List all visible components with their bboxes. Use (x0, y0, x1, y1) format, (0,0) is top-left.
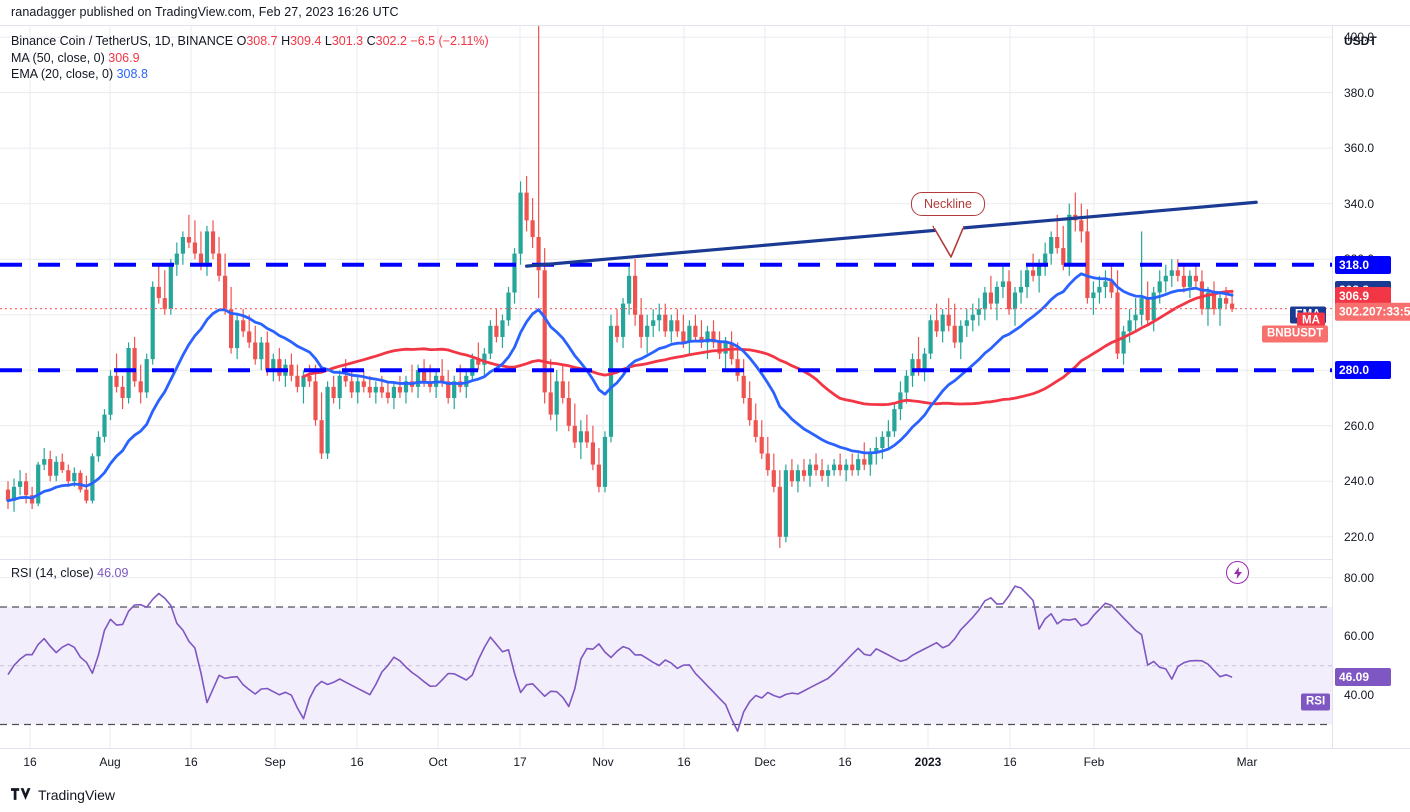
rsi-tick-40-00: 40.00 (1344, 688, 1375, 703)
candlestick-series (5, 26, 1235, 548)
legend-ema-title: EMA (20, close, 0) (11, 67, 114, 81)
rsi-tick-80-00: 80.00 (1344, 570, 1375, 585)
time-tick-16: 16 (350, 755, 364, 769)
price-levels (0, 262, 1332, 373)
ohlc-h-label: H (281, 34, 291, 48)
time-tick-sep: Sep (264, 755, 286, 769)
price-tick-400-0: 400.0 (1344, 30, 1375, 45)
time-axis[interactable]: 16 Aug 16 Sep 16 Oct 17 Nov 16 Dec 16 2023 16 Feb Mar (0, 748, 1410, 774)
price-tick-380-0: 380.0 (1344, 85, 1375, 100)
time-tick-mar: Mar (1236, 755, 1258, 769)
price-tick-360-0: 360.0 (1344, 141, 1375, 156)
price-axis[interactable]: USDT 400.0380.0360.0340.0320.0300.0280.0… (1332, 26, 1410, 748)
neckline-trendline (524, 200, 1258, 268)
price-tag-value: 46.09 (1339, 670, 1370, 685)
ema-20-line (6, 272, 1234, 503)
price-tag-support-280[interactable]: 280.0 (1335, 361, 1391, 380)
neckline-callout-label: Neckline (924, 197, 972, 211)
time-tick-oct: Oct (428, 755, 448, 769)
legend-ma-value: 306.9 (108, 50, 140, 65)
time-tick-16: 16 (1003, 755, 1017, 769)
neckline-callout-tail (932, 222, 965, 258)
attribution-text: ranadagger published on TradingView.com,… (11, 5, 399, 19)
ohlc-high: 309.4 (290, 34, 322, 48)
chart-frame: Binance Coin / TetherUS, 1D, BINANCE O30… (0, 25, 1410, 774)
price-tag-resistance-318[interactable]: 318.0 (1335, 255, 1391, 274)
ohlc-change: −6.5 (−2.11%) (410, 34, 489, 48)
tradingview-brand-name: TradingView (38, 787, 116, 803)
ohlc-close: 302.2 (375, 34, 407, 48)
price-tag-ma-value[interactable]: 306.9 (1335, 286, 1391, 305)
rsi-series (0, 585, 1332, 732)
series-pill-last-price[interactable]: BNBUSDT (1262, 325, 1329, 343)
rsi-legend-title: RSI (14, close) (11, 566, 94, 580)
price-tick-260-0: 260.0 (1344, 418, 1375, 433)
price-tag-countdown: 07:33:52 (1369, 304, 1410, 319)
footer-brand: TradingView (11, 787, 115, 803)
lightning-bolt-icon[interactable] (1226, 561, 1249, 584)
time-tick-aug: Aug (99, 755, 121, 769)
price-tick-340-0: 340.0 (1344, 196, 1375, 211)
pane-divider (0, 559, 1332, 560)
price-tag-value: 318.0 (1339, 257, 1370, 272)
chart-canvas (0, 26, 1332, 748)
legend-ma-title: MA (50, close, 0) (11, 50, 105, 65)
legend-ema-row[interactable]: EMA (20, close, 0) 308.8 (11, 66, 489, 83)
ohlc-o-label: O (236, 34, 247, 48)
price-tag-value: 306.9 (1339, 288, 1370, 303)
rsi-legend[interactable]: RSI (14, close) 46.09 (11, 566, 128, 580)
ohlc-low: 301.3 (331, 34, 364, 48)
price-tag-rsi-value[interactable]: 46.09 (1335, 668, 1391, 687)
price-tag-value: 302.2 (1339, 304, 1370, 319)
price-axis-unit: USDT (1344, 34, 1377, 48)
legend-ema-value: 308.8 (116, 67, 148, 81)
time-tick-16: 16 (23, 755, 37, 769)
time-tick-16: 16 (677, 755, 691, 769)
series-pill-rsi-value[interactable]: RSI (1301, 693, 1331, 711)
plot-area[interactable] (0, 26, 1332, 748)
series-pill-ma-value[interactable]: MA (1297, 312, 1325, 330)
legend-symbol-row[interactable]: Binance Coin / TetherUS, 1D, BINANCE O30… (11, 33, 489, 50)
tradingview-logo-icon (11, 787, 31, 803)
time-tick-feb: Feb (1083, 755, 1105, 769)
price-tag-last-price[interactable]: 302.207:33:52 (1335, 302, 1410, 321)
rsi-tick-60-00: 60.00 (1344, 629, 1375, 644)
rsi-legend-value: 46.09 (97, 566, 129, 580)
ohlc-open: 308.7 (246, 34, 278, 48)
legend-ma-row[interactable]: MA (50, close, 0) 306.9 (11, 50, 489, 67)
price-tick-220-0: 220.0 (1344, 529, 1375, 544)
legend-symbol: Binance Coin / TetherUS, 1D, BINANCE (11, 34, 234, 48)
time-tick-dec: Dec (754, 755, 776, 769)
time-tick-16: 16 (184, 755, 198, 769)
time-tick-17: 17 (513, 755, 527, 769)
moving-averages (6, 272, 1234, 503)
ohlc-l-label: L (324, 34, 332, 48)
price-tick-240-0: 240.0 (1344, 474, 1375, 489)
ma-50-line (302, 290, 1234, 407)
chart-legend: Binance Coin / TetherUS, 1D, BINANCE O30… (11, 33, 489, 83)
time-tick-2023: 2023 (914, 755, 942, 769)
time-tick-nov: Nov (592, 755, 614, 769)
neckline-callout[interactable]: Neckline (911, 192, 985, 216)
price-tag-value: 280.0 (1339, 363, 1370, 378)
time-tick-16: 16 (838, 755, 852, 769)
ohlc-c-label: C (366, 34, 376, 48)
